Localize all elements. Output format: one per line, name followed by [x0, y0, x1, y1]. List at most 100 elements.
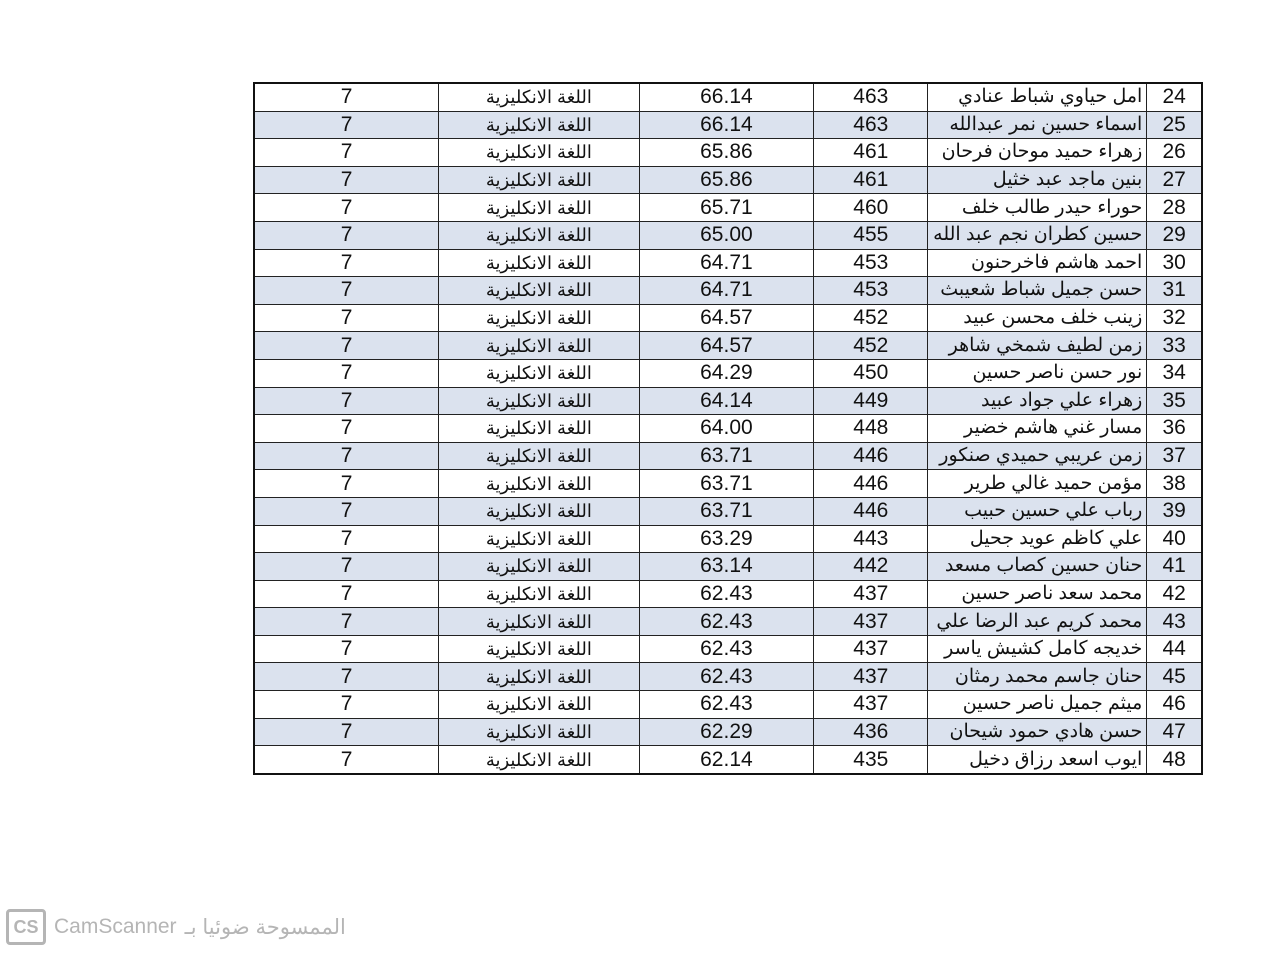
- subject-cell: اللغة الانكليزية: [438, 165, 640, 195]
- camscanner-logo-icon: CS: [6, 909, 46, 945]
- grade-cell: 7: [253, 248, 440, 278]
- row-number-cell: 40: [1146, 524, 1203, 554]
- table-row: 7 اللغة الانكليزية 64.57 452 زمن لطيف شمخي ش…: [253, 331, 1203, 360]
- subject-cell: اللغة الانكليزية: [438, 331, 640, 360]
- total-cell: 442: [813, 552, 929, 581]
- average-cell: 62.14: [638, 745, 815, 775]
- total-cell: 453: [813, 276, 929, 305]
- total-cell: 455: [813, 220, 929, 250]
- row-number-cell: 39: [1146, 496, 1203, 526]
- table-row: 7 اللغة الانكليزية 64.00 448 مسار غني هاشم خ…: [253, 414, 1203, 443]
- average-cell: 65.86: [638, 165, 815, 195]
- name-cell: مسار غني هاشم خضير: [927, 414, 1148, 443]
- subject-cell: اللغة الانكليزية: [438, 248, 640, 278]
- table-row: 7 اللغة الانكليزية 62.43 437 خديجه كامل كشيش…: [253, 634, 1203, 664]
- name-cell: زينب خلف محسن عبيد: [927, 303, 1148, 333]
- average-cell: 63.29: [638, 524, 815, 554]
- row-number-cell: 47: [1146, 717, 1203, 747]
- name-cell: حنان جاسم محمد رمثان: [927, 662, 1148, 692]
- average-cell: 64.71: [638, 248, 815, 278]
- grade-cell: 7: [253, 524, 440, 554]
- name-cell: خديجه كامل كشيش ياسر: [927, 634, 1148, 664]
- subject-cell: اللغة الانكليزية: [438, 634, 640, 664]
- table-row: 7 اللغة الانكليزية 63.71 446 زمن عريبي حميدي…: [253, 441, 1203, 471]
- name-cell: زمن عريبي حميدي صنكور: [927, 441, 1148, 471]
- row-number-cell: 42: [1146, 579, 1203, 609]
- total-cell: 443: [813, 524, 929, 554]
- total-cell: 446: [813, 441, 929, 471]
- row-number-cell: 28: [1146, 193, 1203, 222]
- name-cell: ايوب اسعد رزاق دخيل: [927, 745, 1148, 775]
- row-number-cell: 25: [1146, 110, 1203, 140]
- table-row: 7 اللغة الانكليزية 66.14 463 اسماء حسين نمر …: [253, 110, 1203, 140]
- row-number-cell: 30: [1146, 248, 1203, 278]
- row-number-cell: 44: [1146, 634, 1203, 664]
- grade-cell: 7: [253, 303, 440, 333]
- total-cell: 463: [813, 82, 929, 112]
- total-cell: 437: [813, 607, 929, 636]
- name-cell: اسماء حسين نمر عبدالله: [927, 110, 1148, 140]
- table-row: 7 اللغة الانكليزية 62.43 437 محمد سعد ناصر ح…: [253, 579, 1203, 609]
- row-number-cell: 33: [1146, 331, 1203, 360]
- subject-cell: اللغة الانكليزية: [438, 690, 640, 719]
- grade-cell: 7: [253, 745, 440, 775]
- name-cell: حنان حسين كصاب مسعد: [927, 552, 1148, 581]
- subject-cell: اللغة الانكليزية: [438, 552, 640, 581]
- total-cell: 437: [813, 634, 929, 664]
- name-cell: نور حسن ناصر حسين: [927, 358, 1148, 388]
- total-cell: 449: [813, 386, 929, 416]
- table-row: 7 اللغة الانكليزية 64.57 452 زينب خلف محسن ع…: [253, 303, 1203, 333]
- name-cell: رباب علي حسين حبيب: [927, 496, 1148, 526]
- table-row: 7 اللغة الانكليزية 65.00 455 حسين كطران نجم …: [253, 220, 1203, 250]
- name-cell: زمن لطيف شمخي شاهر: [927, 331, 1148, 360]
- subject-cell: اللغة الانكليزية: [438, 386, 640, 416]
- grade-cell: 7: [253, 690, 440, 719]
- average-cell: 66.14: [638, 82, 815, 112]
- total-cell: 437: [813, 579, 929, 609]
- grade-cell: 7: [253, 358, 440, 388]
- row-number-cell: 43: [1146, 607, 1203, 636]
- subject-cell: اللغة الانكليزية: [438, 110, 640, 140]
- subject-cell: اللغة الانكليزية: [438, 441, 640, 471]
- average-cell: 65.00: [638, 220, 815, 250]
- name-cell: حسين كطران نجم عبد الله: [927, 220, 1148, 250]
- subject-cell: اللغة الانكليزية: [438, 220, 640, 250]
- average-cell: 64.57: [638, 331, 815, 360]
- subject-cell: اللغة الانكليزية: [438, 496, 640, 526]
- grade-cell: 7: [253, 552, 440, 581]
- table-row: 7 اللغة الانكليزية 63.14 442 حنان حسين كصاب …: [253, 552, 1203, 581]
- table-row: 7 اللغة الانكليزية 65.71 460 حوراء حيدر طالب…: [253, 193, 1203, 222]
- name-cell: احمد هاشم فاخرحنون: [927, 248, 1148, 278]
- grade-cell: 7: [253, 82, 440, 112]
- average-cell: 64.57: [638, 303, 815, 333]
- table-row: 7 اللغة الانكليزية 64.14 449 زهراء علي جواد …: [253, 386, 1203, 416]
- grade-cell: 7: [253, 165, 440, 195]
- subject-cell: اللغة الانكليزية: [438, 745, 640, 775]
- average-cell: 63.71: [638, 441, 815, 471]
- row-number-cell: 29: [1146, 220, 1203, 250]
- average-cell: 64.71: [638, 276, 815, 305]
- name-cell: حسن هادي حمود شيحان: [927, 717, 1148, 747]
- table-row: 7 اللغة الانكليزية 63.71 446 مؤمن حميد غالي …: [253, 469, 1203, 498]
- name-cell: علي كاظم عويد جحيل: [927, 524, 1148, 554]
- grade-cell: 7: [253, 579, 440, 609]
- total-cell: 446: [813, 469, 929, 498]
- camscanner-watermark: CS CamScanner الممسوحة ضوئيا بـ: [6, 909, 346, 945]
- grade-cell: 7: [253, 441, 440, 471]
- table-row: 7 اللغة الانكليزية 64.29 450 نور حسن ناصر حس…: [253, 358, 1203, 388]
- subject-cell: اللغة الانكليزية: [438, 82, 640, 112]
- name-cell: محمد كريم عبد الرضا علي: [927, 607, 1148, 636]
- table-row: 7 اللغة الانكليزية 62.14 435 ايوب اسعد رزاق …: [253, 745, 1203, 775]
- table-row: 7 اللغة الانكليزية 65.86 461 بنين ماجد عبد خ…: [253, 165, 1203, 195]
- total-cell: 435: [813, 745, 929, 775]
- average-cell: 63.71: [638, 469, 815, 498]
- average-cell: 64.14: [638, 386, 815, 416]
- table-row: 7 اللغة الانكليزية 62.43 437 ميثم جميل ناصر …: [253, 690, 1203, 719]
- average-cell: 64.29: [638, 358, 815, 388]
- results-table: 7 اللغة الانكليزية 66.14 463 امل حياوي شباط …: [253, 82, 1203, 775]
- name-cell: زهراء حميد موحان فرحان: [927, 138, 1148, 167]
- subject-cell: اللغة الانكليزية: [438, 276, 640, 305]
- total-cell: 461: [813, 138, 929, 167]
- average-cell: 65.86: [638, 138, 815, 167]
- table-row: 7 اللغة الانكليزية 62.29 436 حسن هادي حمود ش…: [253, 717, 1203, 747]
